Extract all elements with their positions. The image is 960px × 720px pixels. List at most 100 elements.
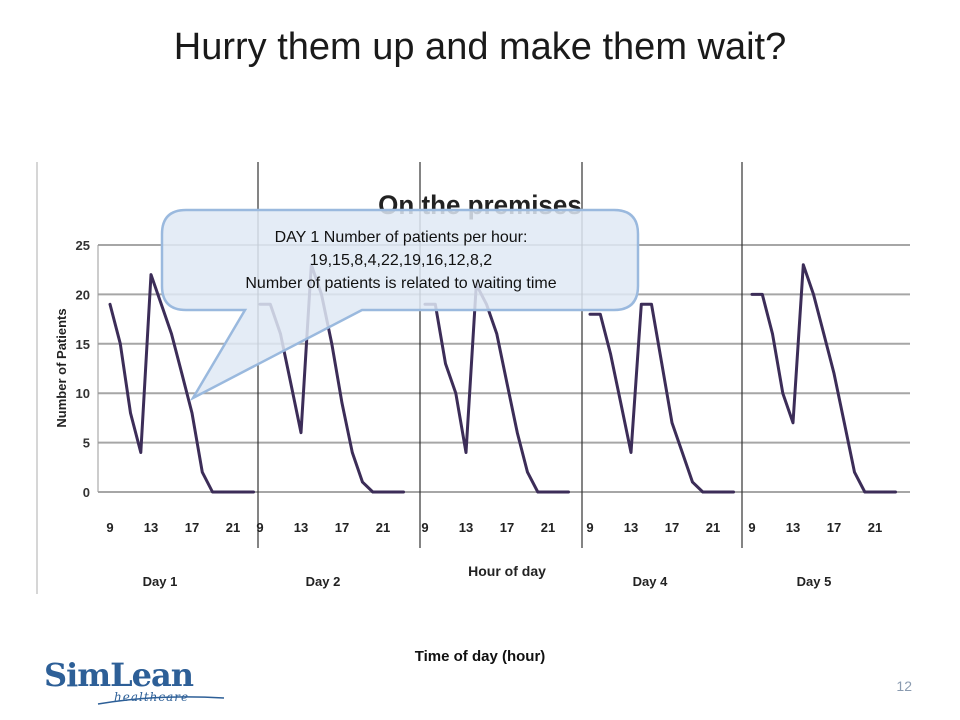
simlean-logo: SimLean healthcare [44,656,225,708]
data-point [536,490,539,494]
x-axis-label: Hour of day [468,563,546,579]
data-point [149,273,153,276]
y-tick-label: 20 [76,287,90,302]
x-tick-label: 21 [226,520,240,535]
x-tick-label: 17 [827,520,841,535]
data-point [299,431,303,434]
data-point [681,451,684,454]
data-point [231,490,235,494]
data-point [853,471,856,474]
data-point [822,332,825,336]
data-point [526,471,529,474]
data-point [516,431,519,434]
x-tick-label: 21 [376,520,390,535]
data-point [750,293,754,296]
data-point [330,342,333,345]
data-point [289,382,292,385]
data-point [221,490,224,494]
x-tick-label: 9 [586,520,593,535]
data-point [660,362,663,365]
x-axis-caption: Time of day (hour) [414,648,546,665]
data-point [781,392,784,395]
data-point [812,293,815,296]
data-point [495,332,498,336]
data-point [371,490,374,494]
data-point [843,421,846,425]
data-point [650,303,653,306]
data-point [802,263,805,266]
data-point [873,490,877,494]
data-point [170,332,173,336]
callout-shape [160,208,640,402]
data-point [567,490,570,494]
data-point [691,480,694,484]
data-point [381,490,385,494]
data-point [351,451,354,454]
callout-line-1: DAY 1 Number of patients per hour: [274,229,528,246]
logo-sub-text: healthcare [114,690,190,704]
data-point [791,421,795,425]
page-number: 12 [896,678,912,694]
logo-swoosh-icon [97,696,225,705]
data-point [832,372,836,375]
x-tick-label: 17 [500,520,514,535]
data-point [505,382,509,385]
data-point [884,490,887,494]
data-point [771,332,774,336]
data-point [252,490,255,494]
data-point [722,490,725,494]
y-tick-label: 5 [83,436,90,451]
data-point [599,312,602,316]
data-point [139,451,142,454]
data-point [863,490,866,494]
data-point [242,490,245,494]
data-point [546,490,550,494]
callout: DAY 1 Number of patients per hour: 19,15… [168,226,634,295]
data-point [894,490,897,494]
callout-line-2: 19,15,8,4,22,19,16,12,8,2 [309,252,493,269]
data-point [119,342,122,345]
data-point [640,303,643,306]
data-point [392,490,395,494]
callout-line-3: Number of patients is related to waiting… [245,275,557,292]
logo-main-text: SimLean [44,656,194,694]
data-point [444,362,447,365]
callout-bubble [160,208,640,402]
y-tick-label: 15 [76,337,90,352]
x-tick-label: 9 [421,520,428,535]
data-point [711,490,715,494]
y-tick-label: 10 [76,386,90,401]
x-tick-label: 17 [335,520,349,535]
day-label-2: Day 2 [306,574,341,589]
x-tick-label: 13 [294,520,308,535]
data-point [160,303,163,306]
data-point [340,401,344,405]
x-tick-label: 21 [868,520,882,535]
x-tick-label: 13 [786,520,800,535]
x-tick-label: 9 [748,520,755,535]
y-tick-label: 25 [76,238,90,253]
day-label-5: Day 5 [797,574,832,589]
data-point [619,401,622,405]
y-tick-label: 0 [83,485,90,500]
data-point [361,480,364,484]
x-tick-label: 17 [185,520,199,535]
data-point [201,471,204,474]
slide-title: Hurry them up and make them wait? [173,26,787,68]
data-point [180,372,183,375]
data-point [588,312,592,316]
x-tick-label: 21 [541,520,555,535]
data-point [211,490,214,494]
data-point [629,451,633,454]
data-point [761,293,764,296]
data-point [701,490,704,494]
data-point [454,392,457,395]
data-point [129,411,132,415]
series-line-day-5 [750,263,897,494]
data-point [609,352,612,355]
x-tick-label: 9 [106,520,113,535]
data-point [557,490,560,494]
data-point [464,451,468,454]
x-tick-label: 21 [706,520,720,535]
